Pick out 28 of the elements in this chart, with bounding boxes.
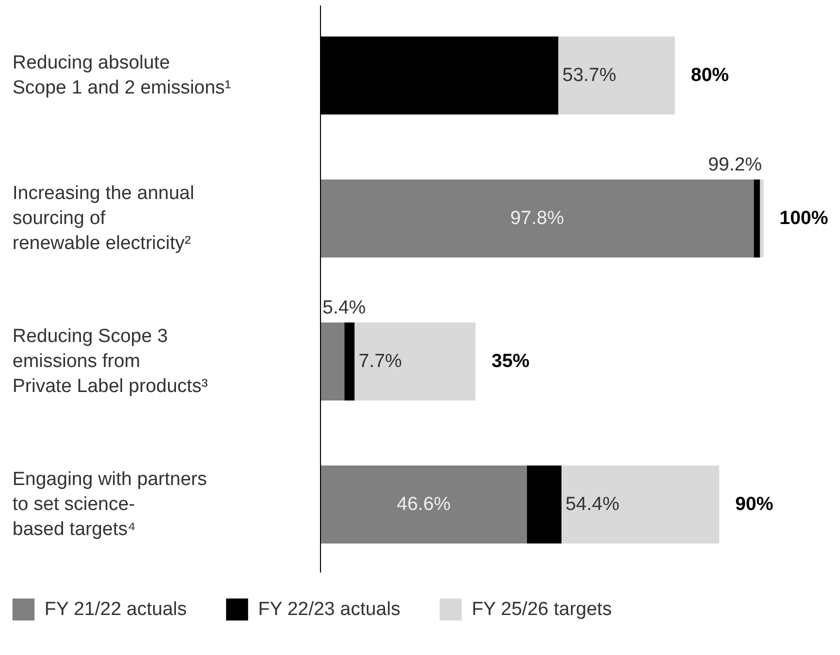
data-label: 5.4%	[322, 298, 366, 318]
total-label: 80%	[690, 65, 730, 86]
bar	[354, 322, 476, 400]
y-tick-label: Increasing the annual sourcing of renewable electricity²	[12, 183, 194, 254]
annotation: 54.4%	[565, 494, 620, 515]
annotation: 7.7%	[358, 351, 402, 372]
bar	[344, 322, 355, 400]
bar	[320, 322, 344, 400]
bar	[561, 466, 720, 544]
annotation: 53.7%	[562, 65, 616, 86]
data-label: 46.6%	[396, 494, 451, 515]
bar	[754, 180, 760, 258]
y-tick-label: Reducing absolute Scope 1 and 2 emissions¹	[12, 52, 232, 98]
y-tick-label: Reducing Scope 3 emissions from Private Label products³	[12, 326, 208, 397]
bar	[320, 466, 527, 544]
bar	[320, 180, 754, 258]
bar	[760, 180, 764, 258]
annotation: 99.2%	[708, 154, 762, 176]
data-label: 97.8%	[510, 208, 564, 229]
total-label: 35%	[492, 351, 530, 372]
total-label: 100%	[780, 208, 828, 229]
total-label: 90%	[735, 494, 774, 515]
legend-label: FY 22/23 actuals	[258, 599, 400, 620]
y-tick-label: Engaging with partners to set science- based targets⁴	[12, 469, 207, 540]
bar	[558, 36, 675, 114]
bar	[526, 466, 562, 544]
legend-label: FY 21/22 actuals	[44, 599, 187, 620]
legend-label: FY 25/26 targets	[472, 599, 612, 620]
